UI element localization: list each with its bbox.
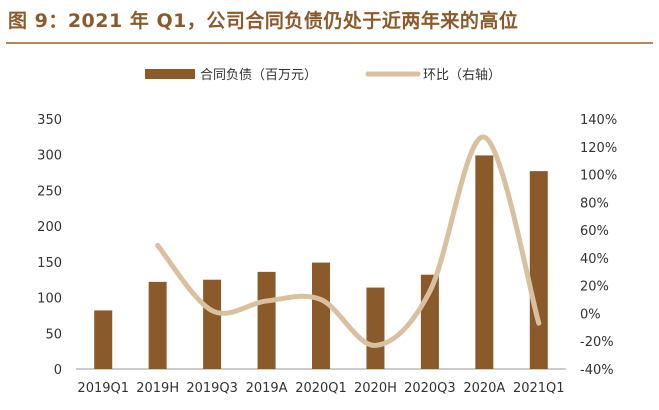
title-divider	[6, 42, 653, 44]
line-series	[155, 134, 542, 348]
right-axis-tick-label: 100%	[580, 169, 617, 184]
bar	[257, 271, 276, 369]
x-axis-tick-label: 2020H	[354, 381, 397, 396]
left-axis-tick-label: 50	[45, 327, 62, 342]
legend-bar-label: 合同负债（百万元）	[200, 68, 317, 83]
left-axis-tick-label: 350	[37, 113, 62, 128]
left-axis-tick-label: 200	[37, 220, 62, 235]
right-axis-tick-label: 60%	[580, 224, 609, 239]
right-axis-tick-label: 140%	[580, 113, 617, 128]
x-axis-tick-label: 2019Q1	[77, 381, 129, 396]
x-axis-tick-label: 2020Q3	[404, 381, 456, 396]
bar	[475, 155, 494, 369]
left-axis-tick-label: 300	[37, 149, 62, 164]
bar	[312, 262, 330, 369]
x-axis-tick-label: 2019H	[136, 381, 179, 396]
right-axis-tick-label: 20%	[580, 280, 609, 295]
x-axis-tick-label: 2020Q1	[295, 381, 347, 396]
legend-line-label: 环比（右轴）	[423, 68, 501, 83]
bar-series	[94, 155, 548, 369]
right-axis-tick-label: -20%	[580, 335, 614, 350]
x-axis-tick-label: 2019A	[246, 381, 288, 396]
right-axis-tick-label: 120%	[580, 141, 617, 156]
bar	[94, 310, 113, 369]
legend-bar-swatch	[145, 69, 195, 79]
right-axis-tick-label: -40%	[580, 363, 614, 378]
bar	[203, 279, 222, 369]
x-axis-labels: 2019Q1 2019H 2019Q3 2019A 2020Q1 2020H 2020Q3 2…	[77, 381, 564, 396]
left-axis-tick-label: 150	[37, 256, 62, 271]
bar	[148, 281, 167, 369]
left-axis: 0 50 100 150 200 250 300 350	[37, 113, 62, 378]
right-axis-tick-label: 80%	[580, 196, 609, 211]
left-axis-tick-label: 100	[37, 292, 62, 307]
x-axis-tick-label: 2021Q1	[513, 381, 565, 396]
left-axis-tick-label: 250	[37, 184, 62, 199]
x-axis-tick-label: 2019Q3	[186, 381, 238, 396]
right-axis: -40% -20% 0% 20% 40% 60% 80% 100% 120% 140%	[580, 113, 617, 378]
legend: 合同负债（百万元） 环比（右轴）	[145, 68, 501, 83]
right-axis-tick-label: 0%	[580, 307, 601, 322]
bar	[529, 171, 548, 369]
left-axis-tick-label: 0	[54, 363, 62, 378]
right-axis-tick-label: 40%	[580, 252, 609, 267]
bar	[366, 287, 385, 369]
chart-title: 图 9：2021 年 Q1，公司合同负债仍处于近两年来的高位	[8, 10, 519, 32]
x-axis-tick-label: 2020A	[463, 381, 505, 396]
